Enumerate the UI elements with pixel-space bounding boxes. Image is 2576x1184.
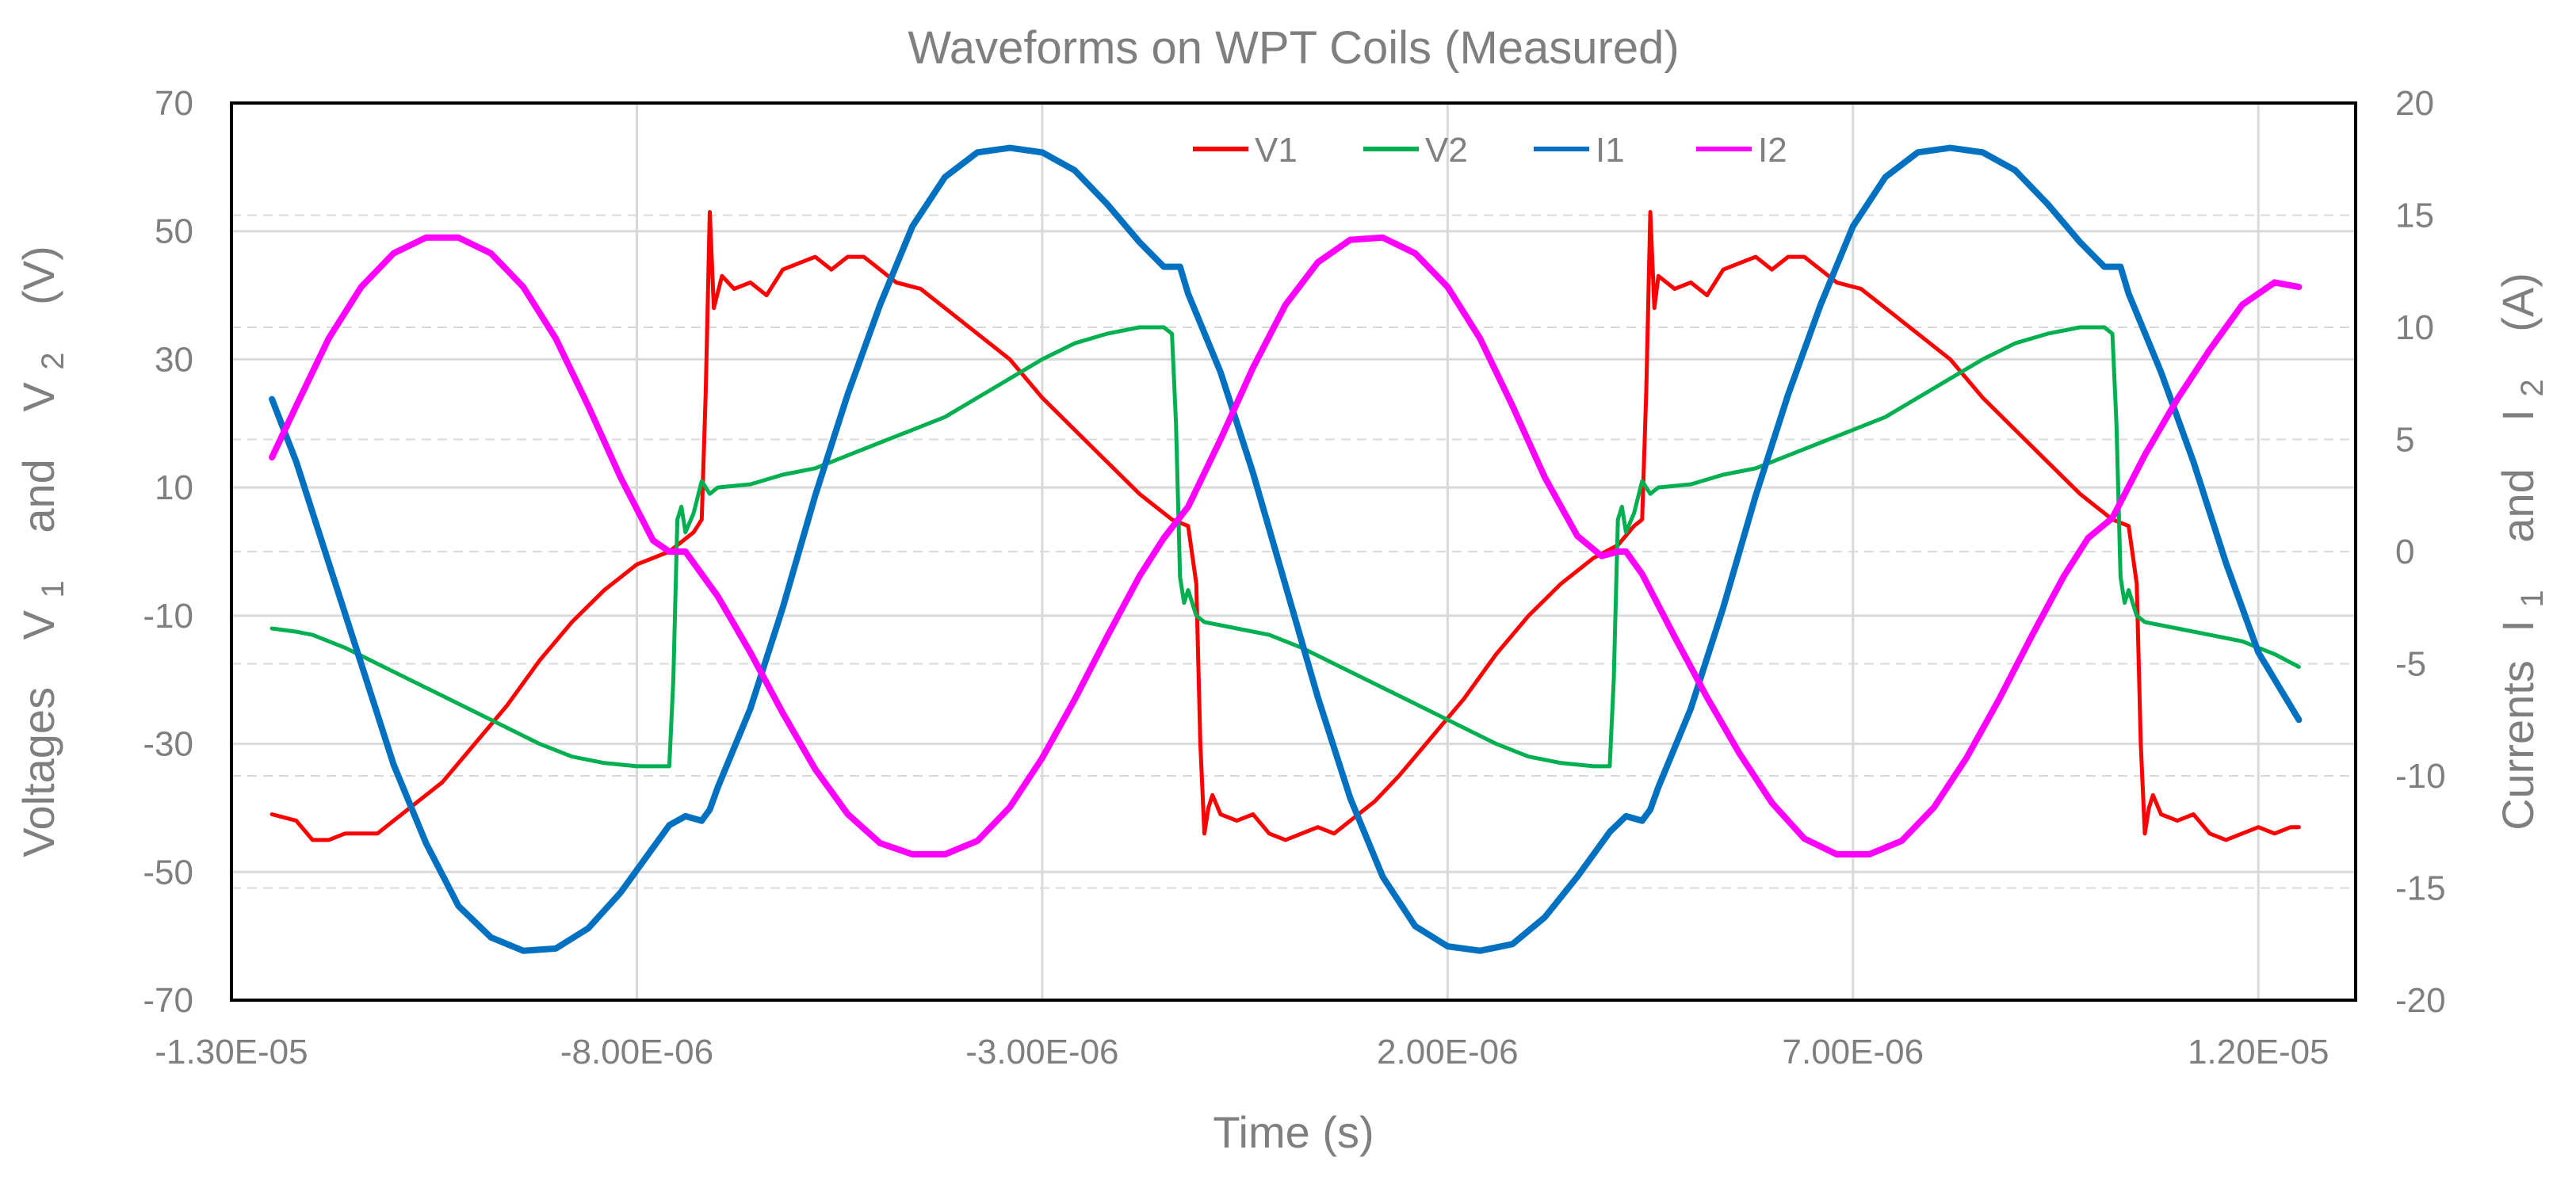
x-tick-label: -1.30E-05 <box>155 1033 308 1071</box>
y-left-tick-label: -70 <box>143 981 193 1020</box>
series-i1-line <box>269 144 2303 954</box>
y-left-title-word: Voltages <box>13 687 63 857</box>
x-axis-title: Time (s) <box>1213 1107 1374 1157</box>
legend-label-i2: I2 <box>1758 131 1787 170</box>
y-right-tick-label: 10 <box>2395 308 2434 347</box>
series-i2-line <box>269 234 2303 857</box>
y-right-tick-label: -10 <box>2395 757 2446 796</box>
y-left-title-and: and <box>13 459 63 533</box>
y-left-tick-label: -30 <box>143 725 193 764</box>
y-right-tick-label: -5 <box>2395 645 2426 684</box>
y-right-tick-label: -15 <box>2395 869 2446 908</box>
y-right-axis-title: Currents I 1 and I 2 (A) <box>2493 273 2552 831</box>
y-right-title-var: I <box>2493 620 2543 632</box>
y-right-title-sub: 1 <box>2515 590 2550 607</box>
y-left-tick-label: -50 <box>143 853 193 892</box>
y-right-tick-label: -20 <box>2395 981 2446 1020</box>
legend-label-i1: I1 <box>1596 131 1625 170</box>
y-right-title-var2: I <box>2493 409 2543 422</box>
y-left-title-sub: 1 <box>36 580 71 598</box>
y-left-title-var2: V <box>13 382 63 412</box>
y-left-title-var: V <box>13 609 63 640</box>
y-right-title-sub2: 2 <box>2515 379 2550 396</box>
x-tick-label: 2.00E-06 <box>1377 1033 1519 1071</box>
x-tick-label: -8.00E-06 <box>560 1033 713 1071</box>
x-tick-label: 1.20E-05 <box>2188 1033 2329 1071</box>
series-v2-line <box>269 325 2301 769</box>
y-right-title-word: Currents <box>2493 660 2543 831</box>
legend-label-v1: V1 <box>1255 131 1298 170</box>
legend-label-v2: V2 <box>1425 131 1468 170</box>
y-right-tick-label: 15 <box>2395 197 2434 235</box>
y-left-tick-label: 10 <box>155 468 193 507</box>
y-left-title-unit: (V) <box>13 246 63 305</box>
y-left-title-sub2: 2 <box>36 352 71 369</box>
y-right-tick-label: 0 <box>2395 533 2414 571</box>
series-v1-line <box>269 210 2301 842</box>
y-left-axis-title: Voltages V 1 and V 2 (V) <box>13 246 73 857</box>
y-right-title-and: and <box>2493 468 2543 542</box>
y-left-tick-label: -10 <box>143 597 193 636</box>
y-right-tick-label: 20 <box>2395 84 2434 123</box>
y-left-tick-label: 30 <box>155 340 193 379</box>
y-right-title-unit: (A) <box>2493 273 2543 332</box>
x-tick-label: 7.00E-06 <box>1783 1033 1924 1071</box>
y-left-tick-label: 50 <box>155 212 193 251</box>
y-left-tick-label: 70 <box>155 84 193 123</box>
chart-title: Waveforms on WPT Coils (Measured) <box>908 22 1679 74</box>
y-right-tick-label: 5 <box>2395 421 2414 460</box>
x-tick-label: -3.00E-06 <box>965 1033 1118 1071</box>
plot-area-frame <box>230 101 2357 1002</box>
